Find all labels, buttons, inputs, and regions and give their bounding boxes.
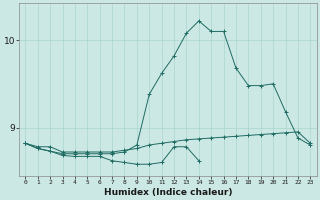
X-axis label: Humidex (Indice chaleur): Humidex (Indice chaleur) [104,188,232,197]
